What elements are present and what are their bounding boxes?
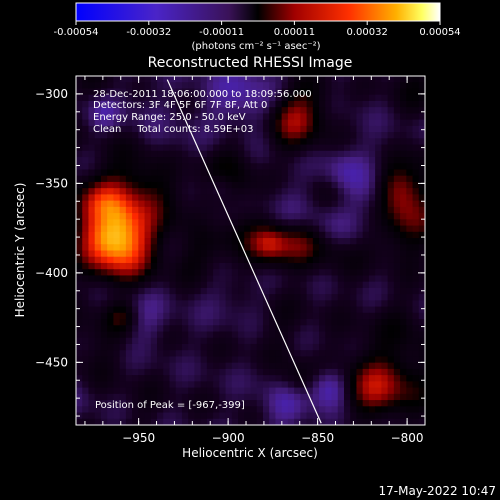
plot-frame [75,75,426,426]
x-tick-label: −950 [122,431,155,445]
axes: −950 −900 −850 −800 −300 −350 −400 −450 [35,75,426,445]
y-axis-label: Heliocentric Y (arcsec) [13,183,27,318]
footer-date: 17-May-2022 10:47 [379,484,496,498]
x-tick-label: −900 [212,431,245,445]
info-line-time: 28-Dec-2011 18:06:00.000 to 18:09:56.000 [93,89,312,100]
info-line-detectors: Detectors: 3F 4F 5F 6F 7F 8F, Att 0 [93,100,267,111]
chart-title: Reconstructed RHESSI Image [148,55,353,71]
y-tick-label: −400 [35,266,68,280]
peak-position-label: Position of Peak = [-967,-399] [95,400,245,411]
colorbar-tick-label: -0.00032 [126,27,171,38]
solar-limb-line [166,79,322,424]
colorbar-tick-label: -0.00011 [199,27,244,38]
colorbar-tick-label: 0.00032 [347,27,388,38]
y-tick-label: −300 [35,87,68,101]
x-tick-label: −800 [391,431,424,445]
colorbar-ticks: -0.00054 -0.00032 -0.00011 0.00011 0.00032 0.… [54,21,461,38]
colorbar-tick-label: 0.00054 [419,27,460,38]
colorbar-frame [75,2,441,22]
y-tick-label: −350 [35,176,68,190]
colorbar-tick-label: 0.00011 [274,27,315,38]
x-tick-label: −850 [301,431,334,445]
colorbar-units-label: (photons cm⁻² s⁻¹ asec⁻²) [191,41,320,52]
observation-info: 28-Dec-2011 18:06:00.000 to 18:09:56.000… [93,89,312,135]
y-tick-label: −450 [35,355,68,369]
colorbar [76,3,440,21]
info-line-clean: Clean Total counts: 8.59E+03 [93,124,253,135]
colorbar-tick-label: -0.00054 [54,27,99,38]
info-line-energy: Energy Range: 25.0 - 50.0 keV [93,112,246,123]
x-axis-label: Heliocentric X (arcsec) [182,446,318,460]
heatmap-image [76,76,425,425]
